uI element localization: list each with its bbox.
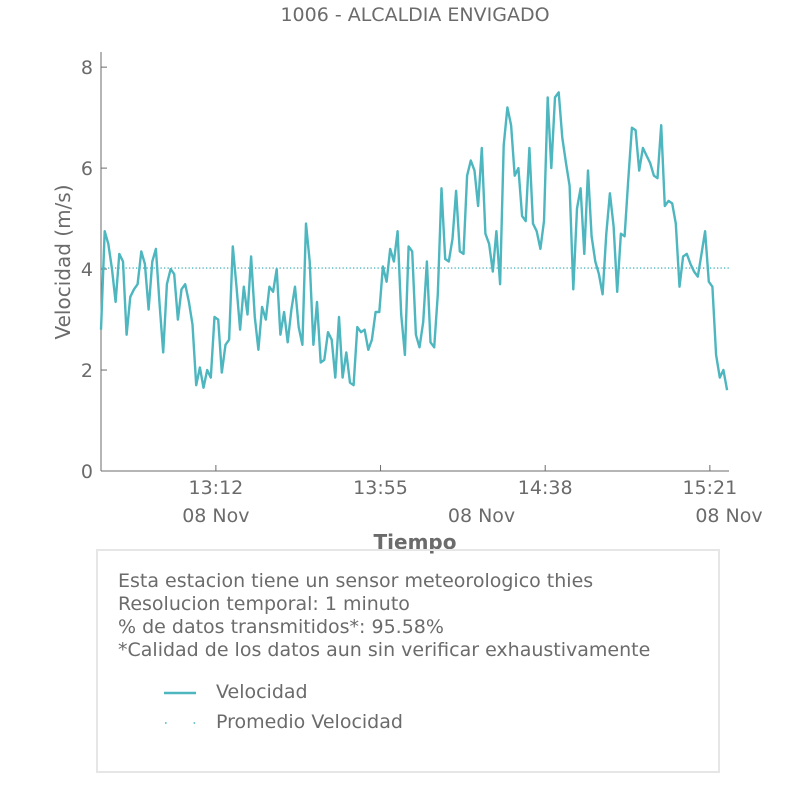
y-axis-label: Velocidad (m/s) — [51, 184, 75, 339]
legend-label-promedio: Promedio Velocidad — [216, 711, 403, 733]
velocidad-series-line — [99, 91, 729, 391]
info-box: Esta estacion tiene un sensor meteorolog… — [96, 549, 720, 773]
chart-title: 1006 - ALCALDIA ENVIGADO — [280, 4, 549, 26]
legend-label-velocidad: Velocidad — [216, 681, 308, 703]
x-tick-time-label: 14:38 — [518, 477, 573, 499]
wind-speed-chart: 1006 - ALCALDIA ENVIGADO 0 2 4 6 8 13:12 13:55… — [51, 4, 763, 554]
info-sensor-text: Esta estacion tiene un sensor meteorolog… — [118, 570, 594, 592]
chart-axes: 0 2 4 6 8 13:12 13:55 14:38 15:21 08 Nov 08 Nov 08 … — [81, 52, 763, 527]
info-quality-note: *Calidad de los datos aun sin verificar … — [118, 639, 651, 661]
series-line-layer — [99, 91, 729, 391]
x-tick-time-label: 13:55 — [353, 477, 408, 499]
info-transmitted-text: % de datos transmitidos*: 95.58% — [118, 616, 444, 638]
y-tick-label: 2 — [81, 360, 93, 382]
y-tick-label: 6 — [81, 158, 93, 180]
info-resolution-text: Resolucion temporal: 1 minuto — [118, 593, 410, 615]
x-tick-date-label: 08 Nov — [695, 505, 762, 527]
legend-dotted-line-swatch — [165, 722, 196, 724]
x-tick-date-label: 08 Nov — [448, 505, 515, 527]
y-tick-label: 4 — [81, 259, 93, 281]
legend-solid-line-swatch — [164, 691, 196, 695]
x-tick-time-label: 15:21 — [682, 477, 737, 499]
y-tick-label: 0 — [81, 461, 93, 483]
x-tick-time-label: 13:12 — [188, 477, 243, 499]
y-tick-label: 8 — [81, 57, 93, 79]
x-tick-date-label: 08 Nov — [182, 505, 249, 527]
